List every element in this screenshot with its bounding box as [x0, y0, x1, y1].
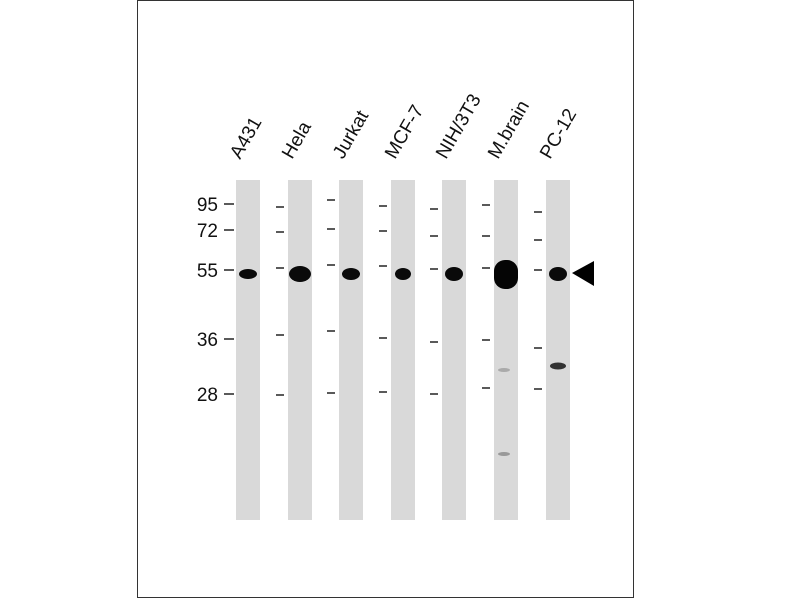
band [494, 260, 518, 289]
band [549, 267, 567, 281]
marker-label: 36 [197, 330, 218, 351]
lane [546, 180, 570, 520]
lane [236, 180, 260, 520]
band [445, 267, 463, 281]
band [395, 268, 411, 280]
band [498, 452, 510, 456]
marker-label: 95 [197, 195, 218, 216]
marker-label: 72 [197, 221, 218, 242]
band [289, 266, 311, 282]
arrowhead [572, 261, 594, 286]
lane [391, 180, 415, 520]
band [498, 368, 510, 372]
lane [339, 180, 363, 520]
lane [494, 180, 518, 520]
band [239, 269, 257, 279]
marker-label: 55 [197, 261, 218, 282]
band [342, 268, 360, 280]
lane [442, 180, 466, 520]
lane [288, 180, 312, 520]
band [550, 362, 566, 370]
marker-label: 28 [197, 385, 218, 406]
